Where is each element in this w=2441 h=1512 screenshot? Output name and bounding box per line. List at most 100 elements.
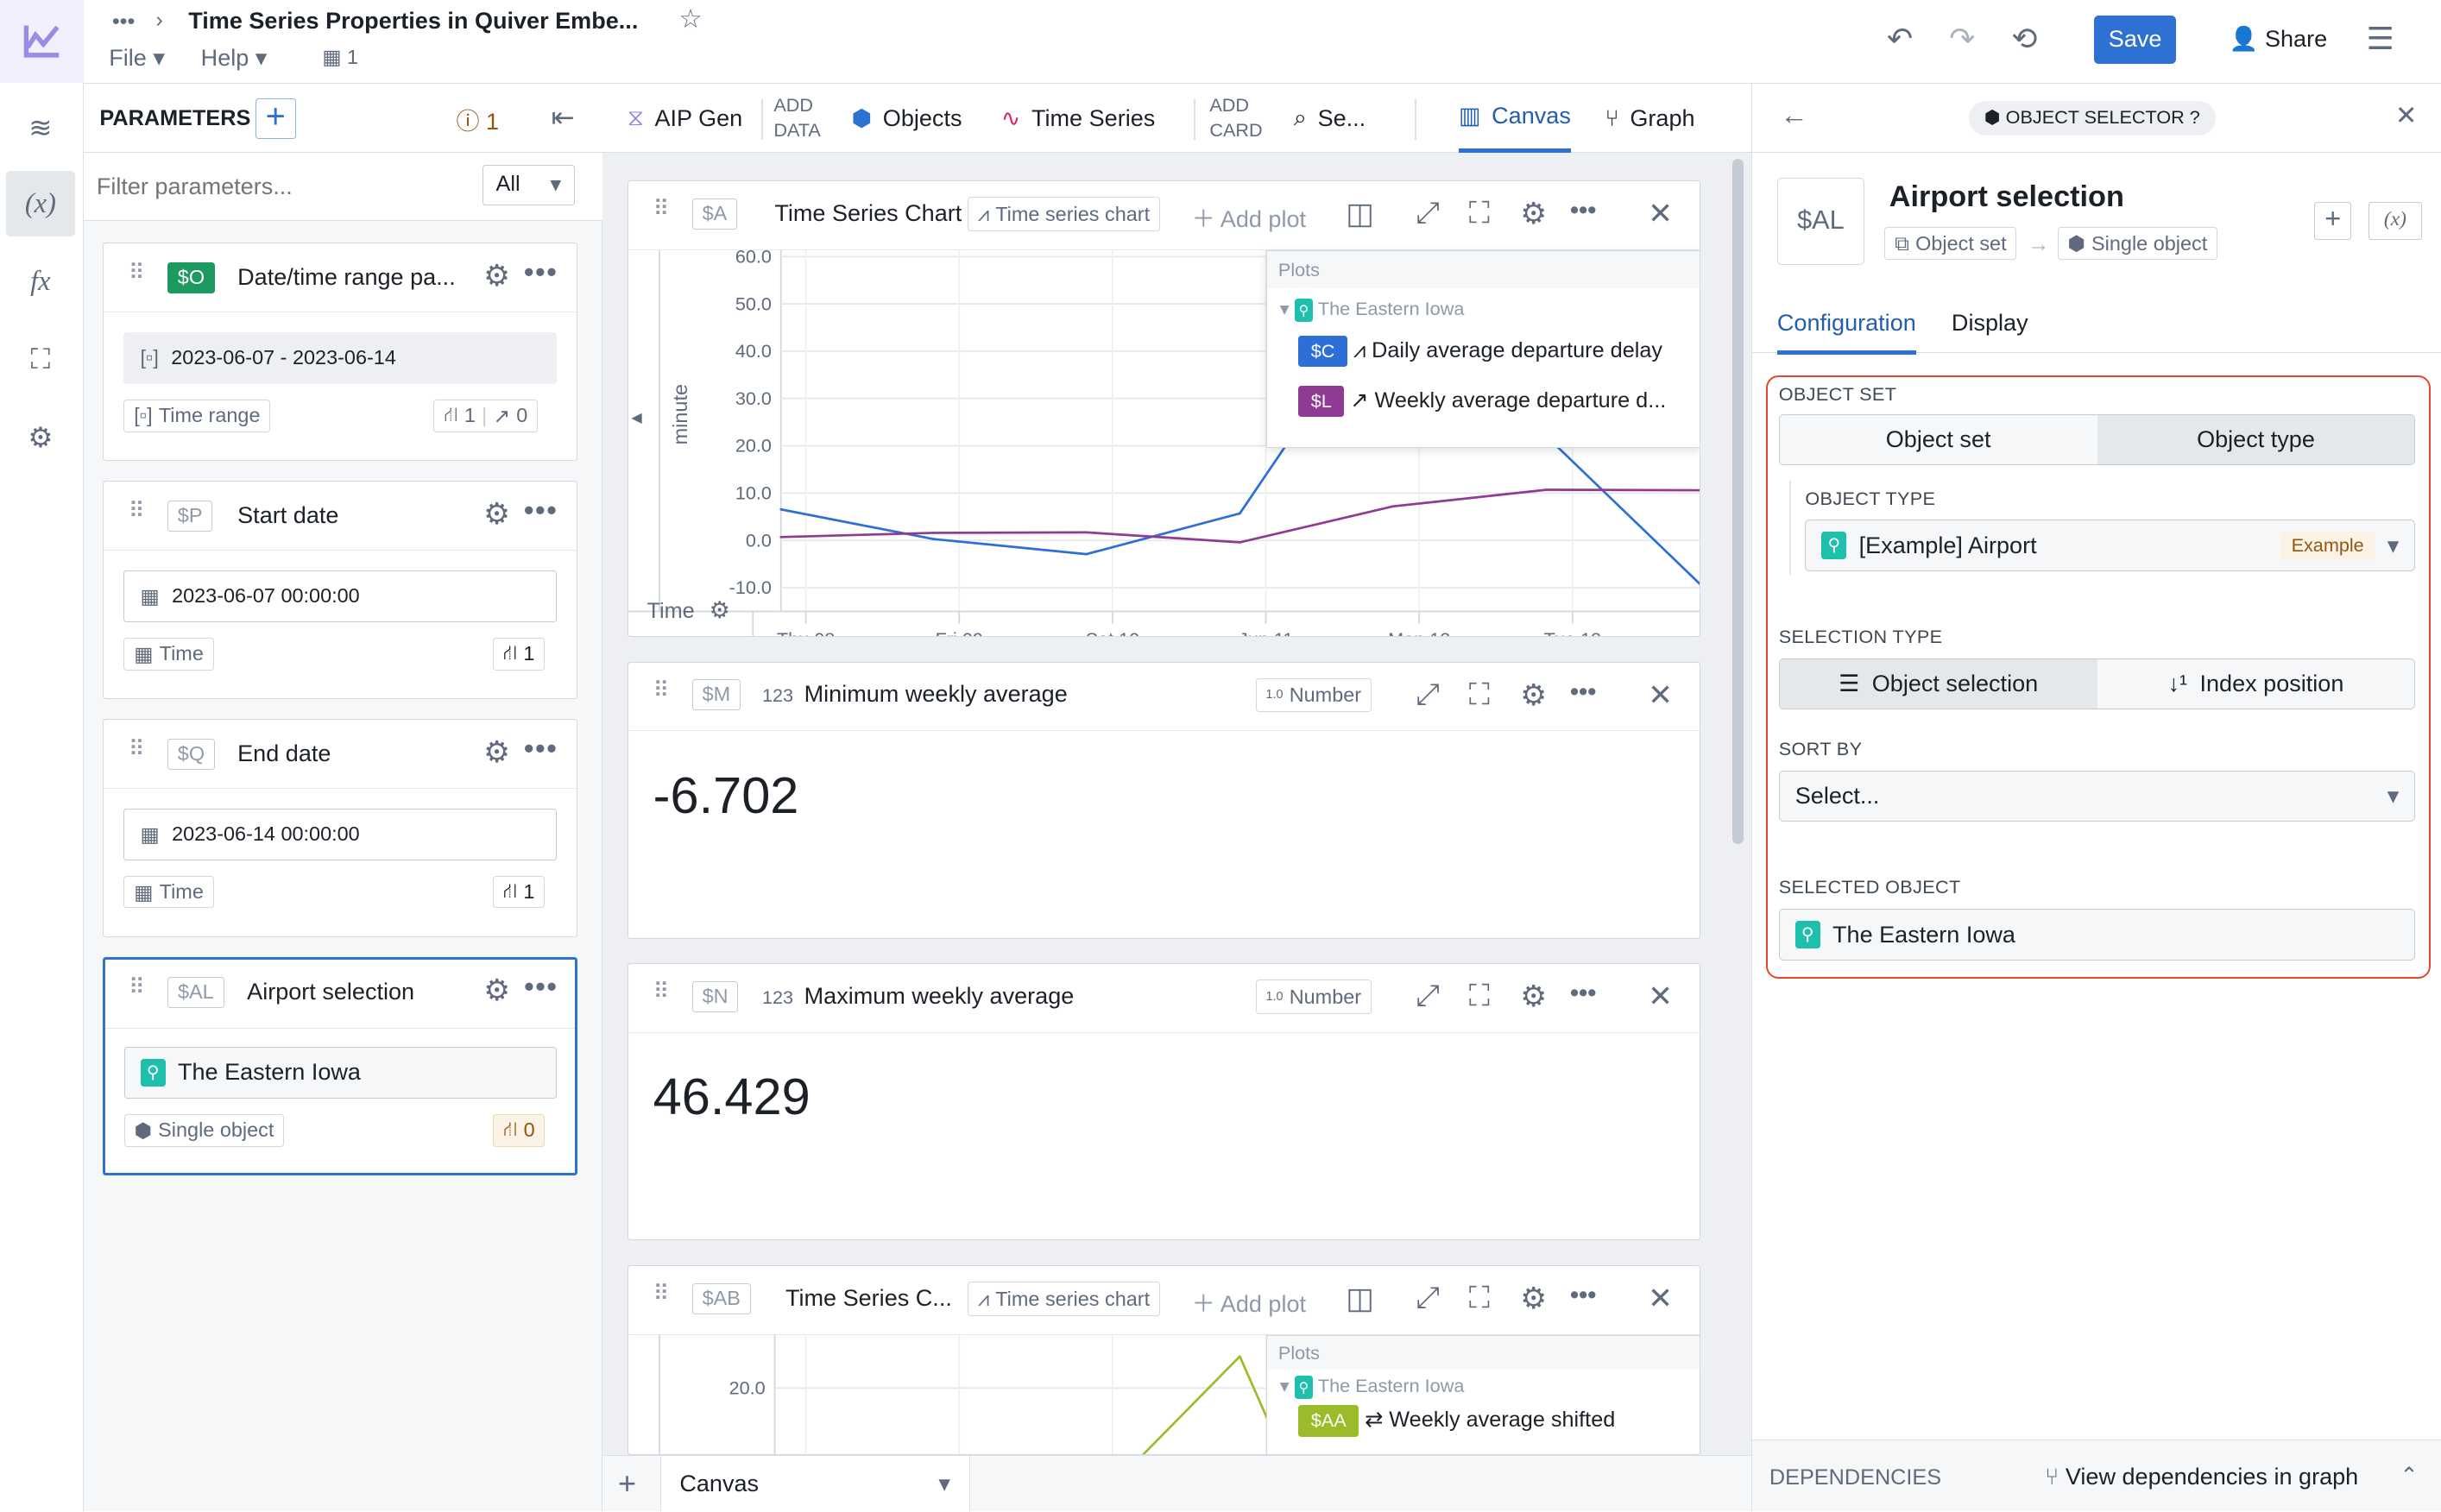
minimum-weekly-average-card[interactable]: ⠿ $M 123 Minimum weekly average 1.0 Numbe… xyxy=(627,661,1700,939)
variables-icon[interactable]: (x) xyxy=(6,171,75,237)
close-icon[interactable]: ✕ xyxy=(1648,678,1673,712)
present-icon[interactable]: ⛶ xyxy=(1468,677,1490,711)
time-series-button[interactable]: ∿ Time Series xyxy=(1001,84,1156,152)
gear-icon[interactable]: ⚙ xyxy=(483,260,510,293)
close-icon[interactable]: ✕ xyxy=(1648,1282,1673,1316)
undo-icon[interactable]: ↶ xyxy=(1886,21,1914,57)
organization-count[interactable]: ▦ 1 xyxy=(322,45,358,69)
settings-gear-icon[interactable]: ⚙ xyxy=(28,421,54,453)
card-type-chip[interactable]: ⩘ Time series chart xyxy=(968,197,1160,231)
option-object-set[interactable]: Object set xyxy=(1779,414,2097,465)
maximize-icon[interactable]: ⤢ xyxy=(1416,677,1440,711)
warning-indicator[interactable]: ⓘ 1 xyxy=(456,103,499,136)
chevron-up-icon[interactable]: ⌃ xyxy=(2400,1463,2419,1488)
star-icon[interactable]: ☆ xyxy=(678,4,703,35)
drag-handle-icon[interactable]: ⠿ xyxy=(653,1282,669,1307)
drag-handle-icon[interactable]: ⠿ xyxy=(128,737,144,762)
parameter-value[interactable]: ▦ 2023-06-14 00:00:00 xyxy=(123,809,557,860)
dependency-counts[interactable]: ⛙ 0 xyxy=(493,1113,546,1147)
save-button[interactable]: Save xyxy=(2093,16,2177,64)
time-series-chart-card-2[interactable]: ⠿ $AB Time Series C... ⩘ Time series char… xyxy=(627,1265,1700,1456)
dependency-counts[interactable]: ⛙ 1 xyxy=(492,875,546,909)
gear-icon[interactable]: ⚙ xyxy=(1520,980,1547,1014)
option-index-position[interactable]: ↓¹ Index position xyxy=(2097,658,2415,709)
search-button[interactable]: ⌕ Se... xyxy=(1294,84,1366,152)
dependency-counts[interactable]: ⛙ 1 xyxy=(492,637,546,671)
gear-icon[interactable]: ⚙ xyxy=(1520,678,1547,712)
gear-icon[interactable]: ⚙ xyxy=(1520,198,1547,231)
selector-title[interactable]: Airport selection xyxy=(1889,180,2124,214)
sort-by-select[interactable]: Select... ▾ xyxy=(1778,770,2416,822)
card-title[interactable]: Time Series Chart xyxy=(774,199,962,226)
option-object-type[interactable]: Object type xyxy=(2097,414,2415,465)
list-menu-icon[interactable]: ☰ xyxy=(2366,21,2394,57)
drag-handle-icon[interactable]: ⠿ xyxy=(653,980,669,1005)
add-to-canvas-button[interactable]: + xyxy=(2314,202,2352,240)
present-icon[interactable]: ⛶ xyxy=(1468,1282,1490,1315)
legend-item[interactable]: $C ⩘ Daily average departure delay xyxy=(1267,331,1699,368)
document-title[interactable]: Time Series Properties in Quiver Embe... xyxy=(188,8,639,35)
tab-canvas[interactable]: ▥ Canvas xyxy=(1458,84,1571,153)
add-plot-button[interactable]: ＋ Add plot xyxy=(1191,205,1307,232)
menu-help[interactable]: Help ▾ xyxy=(200,45,268,72)
gear-icon[interactable]: ⚙ xyxy=(483,736,510,770)
variable-button[interactable]: (x) xyxy=(2368,202,2422,240)
filter-type-select[interactable]: All ▾ xyxy=(483,165,575,206)
collapse-axis-icon[interactable]: ◀ xyxy=(631,409,642,425)
collapse-panel-icon[interactable]: ⇤ xyxy=(551,102,575,134)
legend-toggle-icon[interactable]: ◫ xyxy=(1346,1282,1374,1316)
close-icon[interactable]: ✕ xyxy=(1648,198,1673,231)
gear-icon[interactable]: ⚙ xyxy=(483,498,510,532)
more-options-icon[interactable]: ••• xyxy=(1570,1282,1597,1310)
card-type-chip[interactable]: ⩘ Time series chart xyxy=(968,1282,1160,1317)
time-axis-gear-icon[interactable]: ⚙ xyxy=(709,596,730,623)
card-type-chip[interactable]: 1.0 Number xyxy=(1255,677,1372,713)
close-icon[interactable]: ✕ xyxy=(1648,980,1673,1014)
parameter-card-airport-selection[interactable]: ⠿ $AL Airport selection ⚙ ••• ⚲ The Easte… xyxy=(103,957,578,1175)
selected-object-field[interactable]: ⚲ The Eastern Iowa xyxy=(1778,909,2416,961)
legend-object-row[interactable]: ▾ ⚲ The Eastern Iowa xyxy=(1267,1370,1699,1403)
legend-item[interactable]: $L ↗ Weekly average departure d... xyxy=(1267,367,1699,418)
presentation-icon[interactable]: ⛶ xyxy=(30,343,51,375)
parameter-card-end-date[interactable]: ⠿ $Q End date ⚙ ••• ▦ 2023-06-14 00:00:00… xyxy=(103,719,578,937)
drag-handle-icon[interactable]: ⠿ xyxy=(653,197,669,222)
parameter-value[interactable]: ⚲ The Eastern Iowa xyxy=(123,1047,558,1099)
back-arrow-icon[interactable]: ← xyxy=(1780,99,1808,131)
add-parameter-button[interactable]: + xyxy=(255,98,296,139)
maximize-icon[interactable]: ⤢ xyxy=(1416,197,1440,230)
drag-handle-icon[interactable]: ⠿ xyxy=(128,261,144,286)
drag-handle-icon[interactable]: ⠿ xyxy=(653,677,669,702)
card-type-chip[interactable]: 1.0 Number xyxy=(1255,980,1372,1015)
aip-gen-button[interactable]: ⧖ AIP Gen xyxy=(628,84,742,152)
more-options-icon[interactable]: ••• xyxy=(524,255,558,287)
more-options-icon[interactable]: ••• xyxy=(1570,197,1597,225)
maximize-icon[interactable]: ⤢ xyxy=(1416,1282,1440,1315)
drag-handle-icon[interactable]: ⠿ xyxy=(128,499,144,524)
function-icon[interactable]: fx xyxy=(30,265,51,297)
filter-parameters-input[interactable] xyxy=(96,163,470,211)
more-options-icon[interactable]: ••• xyxy=(1570,980,1597,1008)
maximum-weekly-average-card[interactable]: ⠿ $N 123 Maximum weekly average 1.0 Numbe… xyxy=(627,963,1700,1241)
share-button[interactable]: 👤 Share xyxy=(2230,25,2327,53)
more-options-icon[interactable]: ••• xyxy=(524,732,558,764)
card-title[interactable]: Minimum weekly average xyxy=(804,681,1068,708)
more-options-icon[interactable]: ••• xyxy=(1570,677,1597,706)
legend-toggle-icon[interactable]: ◫ xyxy=(1346,198,1374,231)
redo-icon[interactable]: ↷ xyxy=(1949,21,1976,57)
menu-file[interactable]: File ▾ xyxy=(109,45,165,72)
view-dependencies-link[interactable]: ⑂ View dependencies in graph xyxy=(2045,1464,2358,1490)
parameter-card-start-date[interactable]: ⠿ $P Start date ⚙ ••• ▦ 2023-06-07 00:00:… xyxy=(103,481,578,699)
object-type-select[interactable]: ⚲ [Example] Airport Example ▾ xyxy=(1805,520,2416,571)
gear-icon[interactable]: ⚙ xyxy=(483,974,511,1008)
tab-graph[interactable]: ⑂ Graph xyxy=(1605,84,1695,152)
layers-icon[interactable]: ≋ xyxy=(28,111,53,143)
card-title[interactable]: Time Series C... xyxy=(785,1284,952,1311)
more-options-icon[interactable]: ••• xyxy=(524,494,558,526)
close-icon[interactable]: ✕ xyxy=(2394,101,2418,131)
tab-configuration[interactable]: Configuration xyxy=(1776,310,1916,356)
history-icon[interactable]: ⟲ xyxy=(2011,21,2038,57)
card-title[interactable]: Maximum weekly average xyxy=(804,983,1075,1010)
add-page-button[interactable]: + xyxy=(618,1465,637,1502)
maximize-icon[interactable]: ⤢ xyxy=(1416,980,1440,1013)
gear-icon[interactable]: ⚙ xyxy=(1520,1282,1547,1316)
